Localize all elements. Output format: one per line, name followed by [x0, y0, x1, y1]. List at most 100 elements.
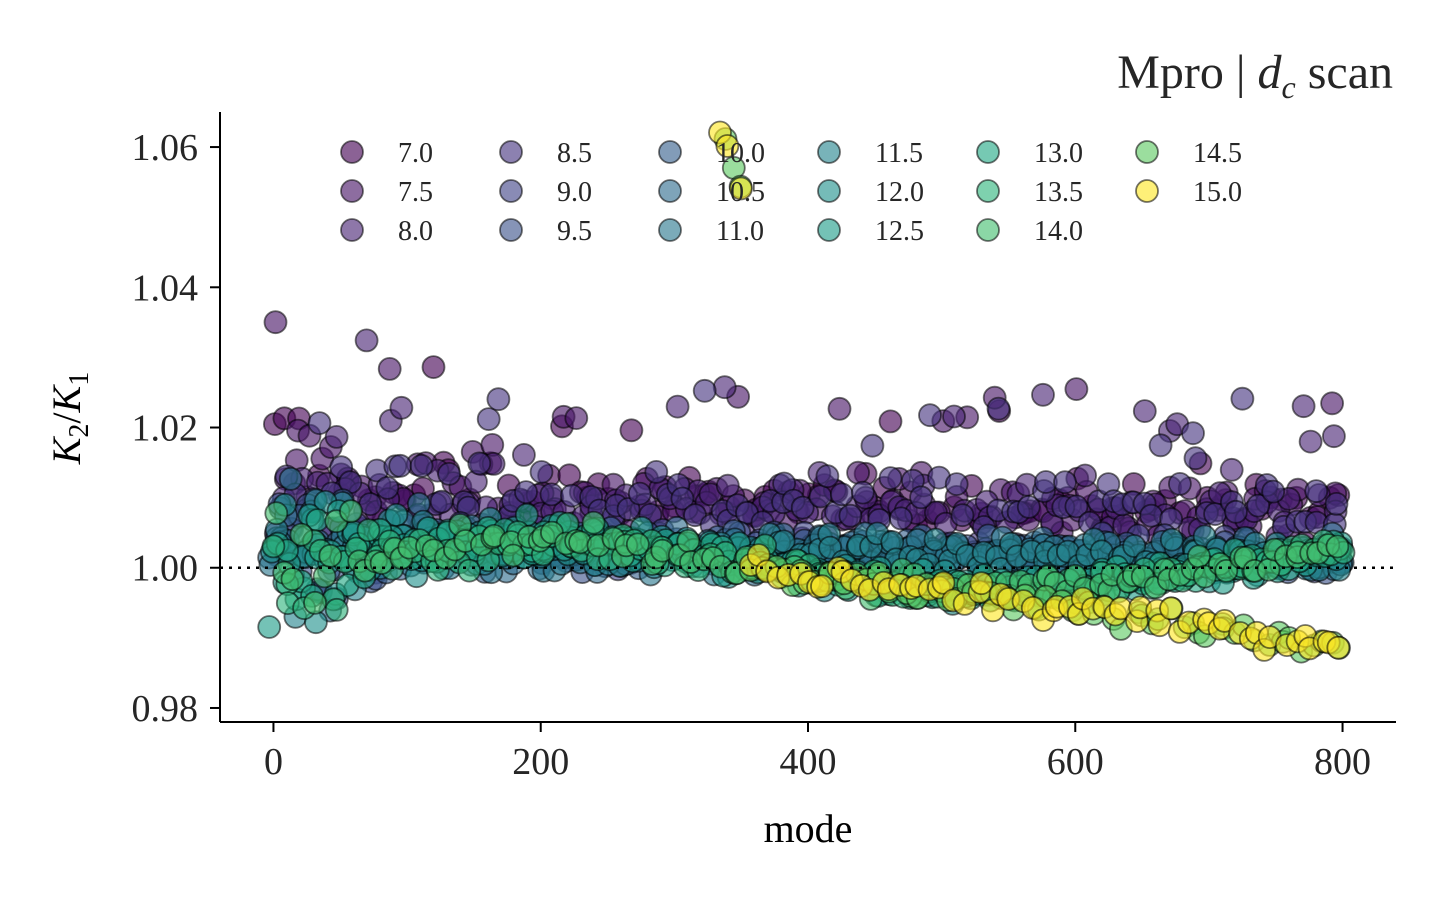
data-point	[529, 460, 554, 484]
legend-label: 14.5	[1193, 138, 1242, 169]
data-point	[815, 464, 840, 489]
data-point	[1246, 493, 1271, 518]
data-point	[486, 387, 511, 412]
data-point	[644, 459, 669, 484]
data-point	[850, 480, 875, 505]
x-axis-ticks: 0 200 400 600 800	[264, 722, 1371, 783]
data-point	[715, 473, 740, 498]
data-point	[1291, 394, 1316, 419]
chart-title: Mpro | dc scan	[1117, 46, 1393, 105]
data-point	[923, 527, 948, 552]
legend-label: 9.0	[557, 177, 592, 208]
data-point	[827, 396, 852, 421]
data-point	[324, 424, 349, 449]
legend-label: 8.5	[557, 138, 592, 169]
data-point	[942, 404, 966, 429]
legend-marker	[817, 179, 841, 203]
y-tick-label: 1.04	[132, 267, 199, 309]
data-point	[1212, 609, 1237, 633]
data-point	[969, 571, 994, 596]
data-point	[1064, 377, 1089, 402]
data-point	[1064, 494, 1089, 519]
data-point	[1219, 457, 1244, 482]
data-point	[388, 453, 413, 478]
legend-label: 10.5	[716, 177, 765, 208]
data-point	[1325, 534, 1350, 559]
data-point	[1326, 635, 1351, 660]
legend-label: 11.0	[716, 216, 764, 247]
data-point	[512, 442, 536, 467]
data-point	[324, 597, 349, 622]
x-tick-label: 600	[1047, 741, 1104, 783]
legend-marker	[976, 140, 1000, 164]
data-point	[1187, 544, 1211, 569]
data-point	[665, 394, 690, 419]
legend-marker	[340, 179, 364, 203]
data-point	[944, 472, 969, 497]
legend-label: 7.5	[398, 177, 433, 208]
legend-marker	[1135, 140, 1159, 164]
data-point	[627, 481, 652, 506]
x-tick-label: 0	[264, 741, 283, 783]
y-tick-label: 1.02	[132, 408, 199, 450]
data-point	[429, 489, 454, 514]
y-tick-label: 1.06	[132, 127, 199, 169]
data-point	[514, 480, 538, 505]
legend: 7.0 7.5 8.0 8.5 9.0 9.5 10.0 10.5 11.0 11.5 12.0 12…	[340, 138, 1242, 247]
x-axis-label: mode	[764, 806, 853, 851]
data-point	[1139, 503, 1164, 528]
data-point	[810, 574, 834, 599]
data-point	[377, 356, 402, 381]
data-point	[846, 460, 870, 485]
data-point	[1159, 527, 1184, 552]
data-point	[501, 543, 526, 568]
data-point	[1298, 429, 1323, 454]
data-point	[715, 134, 740, 158]
data-point	[539, 482, 564, 507]
data-point	[280, 567, 305, 591]
data-point	[1224, 499, 1248, 524]
data-point	[339, 499, 363, 524]
data-point	[1230, 386, 1255, 411]
legend-marker	[976, 179, 1000, 203]
data-point	[312, 564, 337, 589]
data-point	[1320, 391, 1344, 416]
data-point	[264, 501, 289, 526]
data-point	[257, 615, 282, 639]
scatter-points	[257, 120, 1356, 664]
y-tick-label: 0.98	[132, 688, 199, 730]
data-point	[1148, 433, 1173, 458]
data-point	[437, 461, 462, 486]
x-tick-label: 800	[1314, 741, 1371, 783]
data-point	[1261, 479, 1286, 504]
data-point	[457, 558, 482, 583]
data-point	[889, 506, 913, 531]
legend-label: 11.5	[875, 138, 923, 169]
y-tick-label: 1.00	[132, 548, 199, 590]
legend-marker	[817, 218, 841, 242]
legend-label: 12.0	[875, 177, 924, 208]
data-point	[307, 411, 332, 436]
legend-marker	[499, 179, 523, 203]
data-point	[1073, 463, 1097, 488]
data-point	[1324, 491, 1349, 516]
data-point	[476, 407, 501, 432]
x-tick-label: 200	[512, 741, 569, 783]
legend-marker	[658, 179, 682, 203]
data-point	[261, 534, 286, 559]
data-point	[918, 403, 942, 428]
data-point	[1159, 596, 1183, 621]
data-point	[878, 409, 903, 434]
data-point	[1181, 421, 1205, 446]
legend-label: 8.0	[398, 216, 433, 247]
legend-label: 9.5	[557, 216, 592, 247]
data-point	[375, 475, 400, 500]
data-point	[356, 518, 381, 543]
data-point	[263, 310, 288, 335]
data-point	[676, 529, 701, 553]
data-point	[625, 532, 650, 557]
legend-marker	[976, 218, 1000, 242]
data-point	[467, 451, 492, 476]
x-tick-label: 400	[780, 741, 837, 783]
legend-label: 12.5	[875, 216, 924, 247]
